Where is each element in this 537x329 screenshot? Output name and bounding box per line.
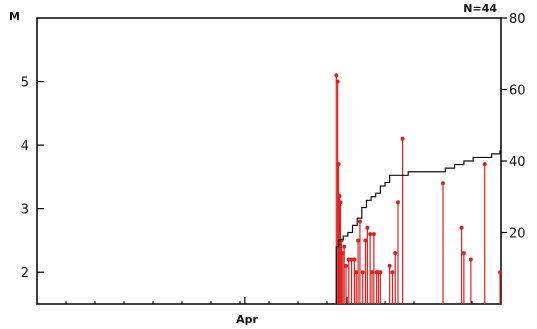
stem-marker-3 [337,193,342,198]
stem-marker-4 [338,200,343,205]
stem-marker-20 [371,232,376,237]
stem-marker-12 [354,270,359,275]
right-y-tick-label-1: 40 [509,155,526,170]
stem-marker-8 [344,263,349,268]
stem-marker-28 [400,136,405,141]
left-y-tick-label-2: 4 [21,139,29,154]
x-axis-label: Apr [236,313,258,326]
stem-marker-16 [363,238,368,243]
left-y-axis-ticks: 2 3 4 5 [21,76,44,281]
stem-marker-30 [459,225,464,230]
stem-marker-7 [342,244,347,249]
stem-marker-29 [441,181,445,186]
stem-marker-0 [334,73,339,78]
right-y-tick-label-2: 60 [509,84,526,99]
cumulative-count-line [335,150,501,304]
stem-marker-34 [498,270,503,275]
stem-marker-18 [368,232,373,237]
y-axis-label: M [9,10,20,23]
plot-frame [36,17,502,305]
stem-marker-19 [370,270,375,275]
stem-marker-15 [360,270,365,275]
stem-marker-27 [395,200,400,205]
left-y-tick-label-1: 3 [21,203,29,218]
stem-marker-32 [468,257,473,262]
stem-marker-31 [461,251,466,256]
left-y-tick-label-3: 5 [21,76,29,91]
stem-marker-13 [356,238,361,243]
stem-marker-26 [393,251,398,256]
stem-marker-23 [378,270,383,275]
count-annotation: N=44 [463,2,497,15]
right-y-tick-label-3: 80 [509,12,526,27]
stem-marker-9 [346,257,351,262]
stem-marker-1 [335,79,340,84]
stem-marker-24 [387,263,392,268]
stem-marker-10 [349,257,354,262]
stem-marker-33 [482,162,487,167]
x-axis-ticks [65,297,473,304]
magnitude-stems [334,73,503,304]
stem-marker-2 [336,162,341,167]
stem-marker-17 [365,225,370,230]
right-y-tick-label-0: 20 [509,227,526,242]
stem-marker-25 [390,270,395,275]
right-y-axis-ticks: 20 40 60 80 [501,12,526,242]
left-y-tick-label-0: 2 [21,266,29,281]
stem-marker-11 [352,257,357,262]
stem-marker-14 [357,219,362,224]
